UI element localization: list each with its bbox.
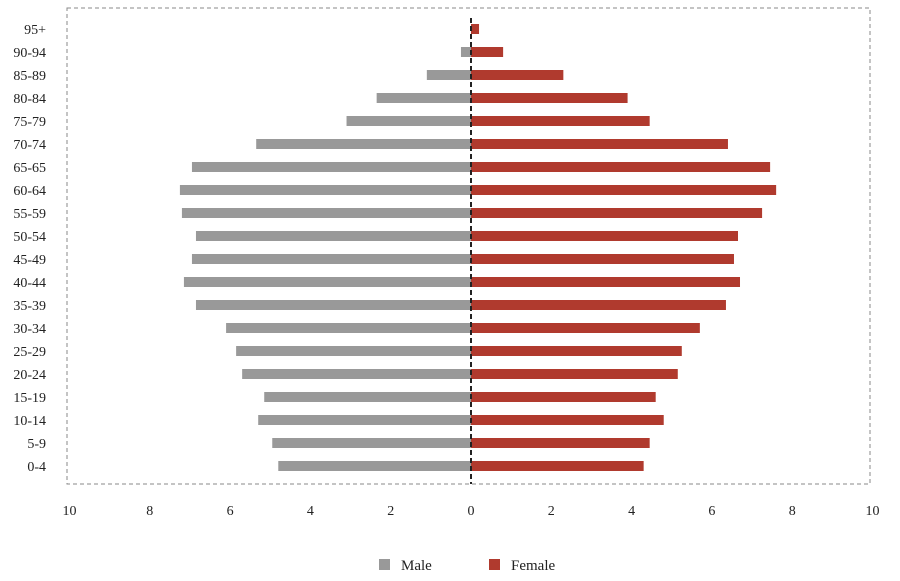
- female-bar-75-79: [471, 116, 650, 126]
- category-label-70-74: 70-74: [13, 138, 46, 153]
- x-tick-label: 8: [146, 504, 153, 519]
- male-bar-40-44: [183, 277, 472, 287]
- female-bar-80-84: [471, 93, 628, 103]
- category-label-5-9: 5-9: [27, 437, 46, 452]
- male-bar-10-14: [258, 415, 471, 425]
- category-label-90-94: 90-94: [13, 46, 46, 61]
- category-label-0-4: 0-4: [27, 460, 46, 475]
- female-bar-60-64: [471, 185, 777, 195]
- x-tick-label: 4: [628, 504, 635, 519]
- category-label-95+: 95+: [24, 23, 46, 38]
- male-bar-80-84: [376, 93, 471, 103]
- category-label-60-64: 60-64: [13, 184, 46, 199]
- plot-border: [66, 7, 871, 485]
- category-label-20-24: 20-24: [13, 368, 46, 383]
- category-label-35-39: 35-39: [13, 299, 46, 314]
- female-bar-45-49: [471, 254, 734, 264]
- male-bar-15-19: [264, 392, 471, 402]
- category-label-75-79: 75-79: [13, 115, 46, 130]
- male-bar-0-4: [278, 461, 471, 471]
- x-tick-labels: 10 8 6 4 2 0 2 4 6 8 10: [63, 504, 880, 519]
- x-tick-label: 10: [63, 504, 77, 519]
- female-bar-25-29: [471, 346, 682, 356]
- legend-swatch-male: [379, 559, 390, 570]
- x-tick-label: 4: [307, 504, 314, 519]
- x-tick-label: 10: [866, 504, 880, 519]
- male-bar-65-65: [191, 162, 471, 172]
- category-label-55-59: 55-59: [13, 207, 46, 222]
- female-bar-95+: [471, 24, 480, 34]
- male-bars: [179, 47, 472, 471]
- female-bar-65-65: [471, 162, 771, 172]
- female-bars: [471, 24, 777, 471]
- male-bar-20-24: [242, 369, 471, 379]
- female-bar-30-34: [471, 323, 700, 333]
- category-label-25-29: 25-29: [13, 345, 46, 360]
- legend-swatch-female: [489, 559, 500, 570]
- male-bar-90-94: [460, 47, 471, 57]
- category-label-45-49: 45-49: [13, 253, 46, 268]
- male-bar-30-34: [226, 323, 471, 333]
- female-bar-15-19: [471, 392, 656, 402]
- x-tick-label: 2: [387, 504, 394, 519]
- x-tick-label: 6: [227, 504, 234, 519]
- male-bar-55-59: [181, 208, 472, 218]
- category-label-65-65: 65-65: [13, 161, 46, 176]
- female-bar-50-54: [471, 231, 738, 241]
- male-bar-85-89: [426, 70, 471, 80]
- x-tick-label: 0: [468, 504, 475, 519]
- x-tick-label: 2: [548, 504, 555, 519]
- legend-label-male: Male: [401, 558, 432, 574]
- female-bar-85-89: [471, 70, 564, 80]
- x-tick-label: 8: [789, 504, 796, 519]
- female-bar-0-4: [471, 461, 644, 471]
- female-bar-40-44: [471, 277, 741, 287]
- female-bar-20-24: [471, 369, 678, 379]
- male-bar-45-49: [191, 254, 471, 264]
- male-bar-50-54: [195, 231, 471, 241]
- category-label-80-84: 80-84: [13, 92, 46, 107]
- category-label-15-19: 15-19: [13, 391, 46, 406]
- female-bar-5-9: [471, 438, 650, 448]
- female-bar-35-39: [471, 300, 726, 310]
- female-bar-10-14: [471, 415, 664, 425]
- category-label-40-44: 40-44: [13, 276, 46, 291]
- category-label-85-89: 85-89: [13, 69, 46, 84]
- female-bar-70-74: [471, 139, 728, 149]
- x-tick-label: 6: [708, 504, 715, 519]
- category-label-10-14: 10-14: [13, 414, 46, 429]
- female-bar-90-94: [471, 47, 504, 57]
- category-label-50-54: 50-54: [13, 230, 46, 245]
- category-labels: 0-4 5-9 10-14 15-19 20-24 25-29 30-34 35-39 40-4…: [13, 23, 46, 475]
- male-bar-5-9: [272, 438, 471, 448]
- male-bar-25-29: [236, 346, 471, 356]
- female-bar-55-59: [471, 208, 763, 218]
- male-bar-75-79: [346, 116, 471, 126]
- legend: Male Female: [379, 558, 555, 574]
- category-label-30-34: 30-34: [13, 322, 46, 337]
- male-bar-35-39: [195, 300, 471, 310]
- male-bar-70-74: [256, 139, 471, 149]
- legend-label-female: Female: [511, 558, 555, 574]
- male-bar-60-64: [179, 185, 471, 195]
- plot-frame: [66, 7, 871, 485]
